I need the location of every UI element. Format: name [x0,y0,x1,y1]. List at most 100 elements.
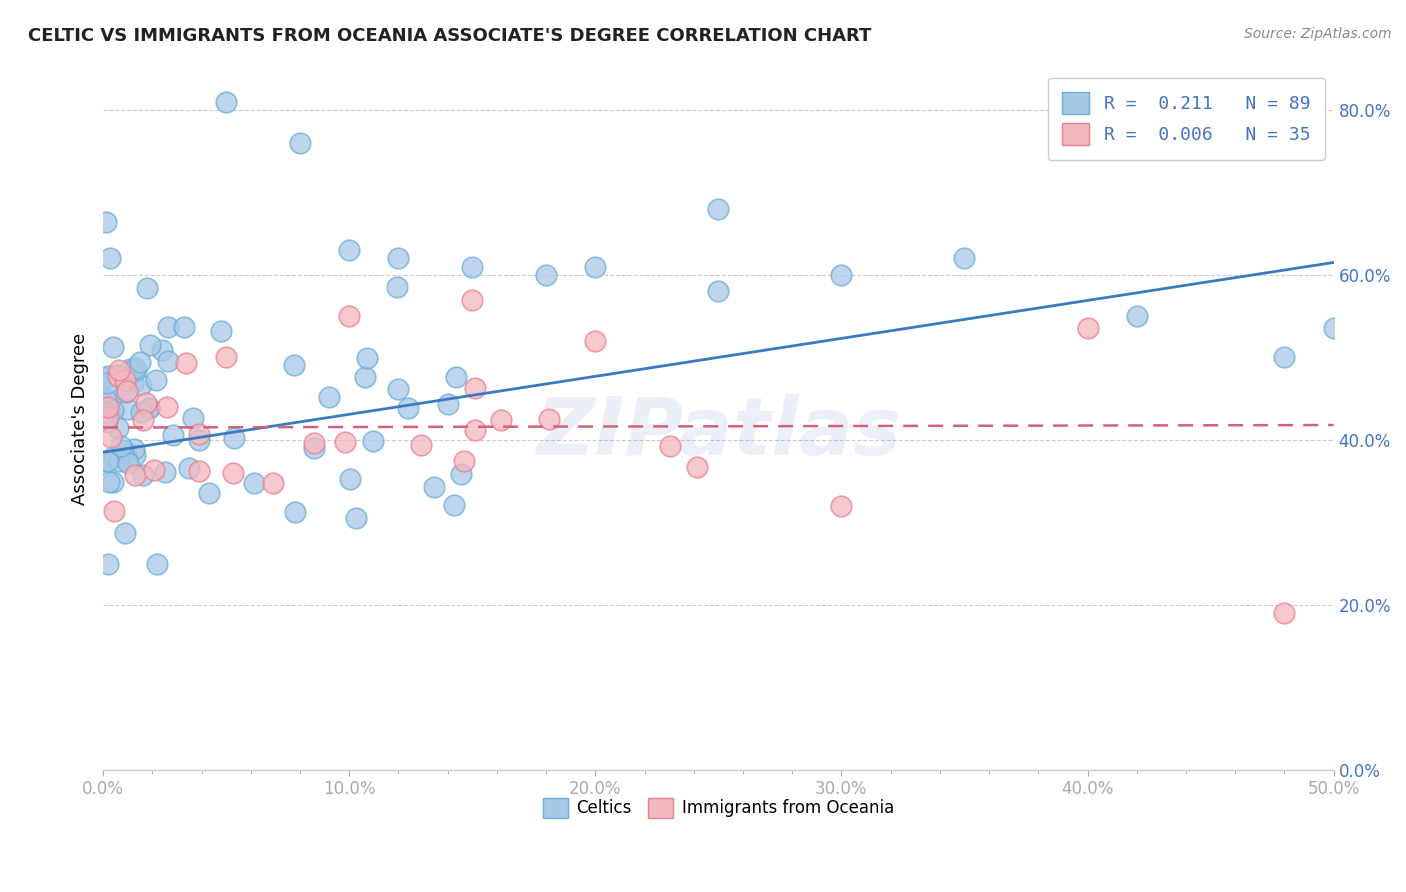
Point [1274,351,1296,365]
Point [101,340,124,354]
Point [98,251,121,265]
Point [124,467,146,482]
Point [284,506,307,520]
Point [443,498,465,512]
Point [103,504,125,518]
Point [146,557,169,571]
Point [1274,606,1296,620]
Point [288,136,311,150]
Point [139,338,162,352]
Point [339,472,361,486]
Point [105,368,128,382]
Point [262,476,284,491]
Point [138,401,160,416]
Point [444,370,467,384]
Point [353,370,375,384]
Point [337,243,360,257]
Point [187,426,209,441]
Point [162,427,184,442]
Point [100,430,122,444]
Point [173,320,195,334]
Text: CELTIC VS IMMIGRANTS FROM OCEANIA ASSOCIATE'S DEGREE CORRELATION CHART: CELTIC VS IMMIGRANTS FROM OCEANIA ASSOCI… [28,27,872,45]
Point [215,95,238,109]
Point [138,401,160,415]
Point [94,409,117,423]
Point [117,457,139,471]
Text: ZIPatlas: ZIPatlas [536,394,901,472]
Point [209,324,232,338]
Point [156,320,179,334]
Point [318,390,340,404]
Point [215,351,238,365]
Point [117,402,139,417]
Point [103,449,125,463]
Point [103,403,125,417]
Point [107,369,129,384]
Point [98,475,121,489]
Point [387,382,409,396]
Point [302,436,325,450]
Point [103,475,125,490]
Point [94,405,117,419]
Point [145,373,167,387]
Point [489,412,512,426]
Point [97,409,120,424]
Point [115,385,138,400]
Point [94,215,117,229]
Point [122,376,145,390]
Point [385,280,408,294]
Point [534,268,557,282]
Point [242,475,264,490]
Point [222,467,245,481]
Point [411,437,433,451]
Point [96,415,118,429]
Point [111,443,134,458]
Point [423,480,446,494]
Point [96,376,118,390]
Point [953,252,976,266]
Point [132,468,155,483]
Point [97,557,120,571]
Point [150,343,173,358]
Point [110,439,132,453]
Point [453,454,475,468]
Point [124,361,146,376]
Point [124,442,146,456]
Point [464,381,486,395]
Point [302,441,325,455]
Y-axis label: Associate's Degree: Associate's Degree [72,333,89,506]
Point [1126,309,1149,323]
Point [114,373,136,387]
Point [125,363,148,377]
Point [198,486,221,500]
Point [337,309,360,323]
Point [174,356,197,370]
Point [830,268,852,282]
Legend: Celtics, Immigrants from Oceania: Celtics, Immigrants from Oceania [536,791,900,825]
Point [583,260,606,274]
Point [179,461,201,475]
Point [135,396,157,410]
Point [94,394,117,409]
Point [131,412,153,426]
Point [94,392,117,406]
Point [143,463,166,477]
Point [115,384,138,398]
Point [129,355,152,369]
Point [283,358,305,372]
Point [461,260,484,274]
Point [136,280,159,294]
Point [344,510,367,524]
Point [224,431,246,445]
Point [107,421,129,435]
Point [94,371,117,385]
Point [124,448,146,462]
Point [94,453,117,467]
Point [333,435,356,450]
Point [437,397,460,411]
Point [156,401,179,415]
Point [1323,321,1346,335]
Point [187,433,209,447]
Point [108,363,131,377]
Point [707,285,730,299]
